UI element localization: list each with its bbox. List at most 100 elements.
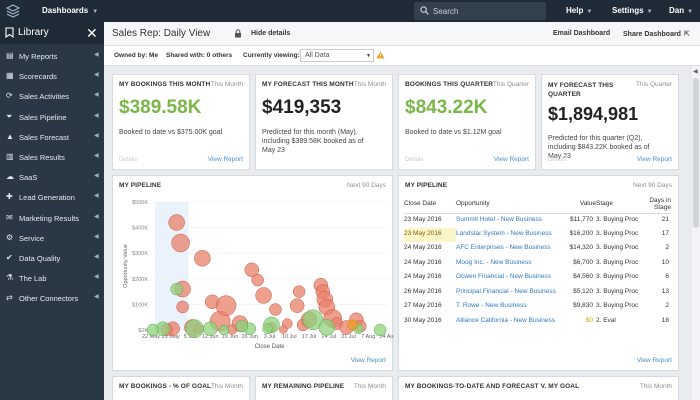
sidebar-item-label: Data Quality — [19, 254, 61, 263]
table-cell-days: 13 — [661, 287, 669, 295]
x-tick-label: 14 Aug — [379, 334, 394, 340]
x-tick-label: 19 Jun — [222, 334, 239, 340]
table-cell-opp[interactable]: Landstar System - New Business — [456, 229, 552, 237]
sidebar-item[interactable]: ✚ Lead Generation ◀ — [0, 187, 104, 207]
sidebar-item[interactable]: ⚗ The Lab ◀ — [0, 268, 104, 288]
view-report-link[interactable]: View Report — [636, 156, 672, 163]
service-icon: ⚙ — [6, 232, 14, 242]
table-cell-stage: 3. Buying Proc — [596, 273, 639, 280]
scatter-point — [235, 319, 249, 333]
sidebar-item[interactable]: ▦ Scorecards ◀ — [0, 66, 104, 86]
widget-title: MY BOOKINGS THIS MONTH — [119, 81, 211, 88]
table-cell-opp[interactable]: Ocwen Financial - New Business — [456, 273, 552, 280]
app-logo-icon[interactable] — [6, 4, 20, 18]
details-link[interactable]: Details — [119, 157, 138, 163]
widget-period: This Month — [210, 383, 243, 390]
sidebar-item[interactable]: ⇄ Other Connectors ◀ — [0, 288, 104, 308]
bookmark-icon — [5, 27, 14, 38]
kpi-value: $389.58K — [119, 97, 202, 118]
table-cell-date: 23 May 2016 — [404, 215, 442, 223]
page-scrollbar[interactable]: ◀ — [692, 66, 700, 400]
table-row[interactable]: 23 May 2016 Summit Hotel - New Business $1… — [404, 213, 671, 228]
column-header[interactable]: Stage — [596, 195, 646, 214]
scatter-point — [279, 325, 288, 334]
scrollbar-thumb[interactable] — [693, 78, 699, 228]
kpi-description: Booked to date vs $1.12M goal — [405, 129, 502, 136]
view-report-link[interactable]: View Report — [350, 357, 386, 364]
share-dashboard-button[interactable]: Share Dashboard ⇱ — [623, 30, 690, 38]
table-cell-date: 24 May 2016 — [404, 273, 442, 280]
currently-viewing-select[interactable]: All Data ▼ — [300, 49, 374, 62]
sidebar-item[interactable]: ▲ Sales Forecast ◀ — [0, 127, 104, 147]
y-tick-label: $200K — [132, 277, 148, 283]
column-header[interactable]: Value — [564, 195, 596, 214]
details-link[interactable]: Details — [548, 157, 567, 163]
scatter-point — [292, 285, 306, 298]
widget-title: BOOKINGS THIS QUARTER — [405, 81, 494, 88]
scatter-point — [347, 319, 358, 331]
sidebar-item[interactable]: ☁ SaaS ◀ — [0, 167, 104, 187]
widget-period: This Month — [639, 383, 672, 390]
view-report-link[interactable]: View Report — [636, 357, 672, 364]
details-link[interactable]: Details — [405, 157, 424, 163]
remaining-pipeline-widget: MY REMAINING PIPELINE This Month — [255, 376, 393, 400]
view-report-link[interactable]: View Report — [207, 156, 243, 163]
table-cell-opp[interactable]: Moog Inc. - New Business — [456, 258, 532, 266]
title-line: MY FORECAST THIS — [548, 82, 614, 89]
cloud-icon: ☁ — [6, 172, 14, 182]
scatter-point — [215, 295, 237, 316]
table-row[interactable]: 23 May 2016 Landstar System - New Busines… — [404, 227, 671, 242]
user-menu[interactable]: Dan ▼ — [669, 6, 693, 15]
table-row[interactable]: 26 May 2016 Principal Financial - New Bus… — [404, 286, 671, 301]
table-row[interactable]: 30 May 2016 Alliance California - New Bus… — [404, 315, 671, 330]
column-header[interactable]: Close Date — [404, 195, 456, 214]
table-cell-opp[interactable]: Alliance California - New Business — [456, 316, 555, 324]
x-tick-label: 24 Jul — [321, 334, 336, 340]
scatter-point — [194, 250, 211, 267]
column-header[interactable]: Days in Stage — [646, 195, 671, 214]
sidebar-item[interactable]: ⏷ Sales Pipeline ◀ — [0, 107, 104, 127]
chevron-left-icon: ◀ — [94, 193, 99, 200]
x-tick-label: 7 Aug — [361, 334, 375, 340]
table-row[interactable]: 24 May 2016 Moog Inc. - New Business $6,70… — [404, 257, 671, 272]
sidebar-item[interactable]: ⟳ Sales Activities ◀ — [0, 86, 104, 106]
hide-details-button[interactable]: Hide details — [251, 30, 291, 37]
table-cell-date: 30 May 2016 — [404, 316, 442, 324]
view-report-link[interactable]: View Report — [493, 156, 529, 163]
scatter-point — [269, 303, 282, 316]
sidebar-item-label: Sales Activities — [19, 92, 70, 102]
table-cell-opp[interactable]: Principal Financial - New Business — [456, 287, 556, 295]
table-cell-opp[interactable]: AFC Enterprises - New Business — [456, 244, 551, 251]
table-cell-opp[interactable]: T. Rowe - New Business — [456, 302, 527, 309]
dashboards-menu[interactable]: Dashboards ▼ — [42, 6, 98, 15]
table-cell-opp[interactable]: Summit Hotel - New Business — [456, 215, 542, 223]
table-cell-value: $11,770 — [569, 215, 593, 223]
table-cell-value: $16,200 — [569, 229, 594, 237]
sidebar-item[interactable]: ▥ Sales Results ◀ — [0, 147, 104, 167]
shared-with-filter[interactable]: Shared with: 0 others — [166, 52, 233, 59]
scroll-up-icon[interactable]: ◀ — [693, 69, 698, 75]
warning-icon[interactable] — [376, 51, 385, 59]
library-sidebar: Library ✕ ▤ My Reports ◀ ▦ Scorecards ◀ ⟳ Sales… — [0, 22, 104, 400]
top-bar: Dashboards ▼ Search Help ▼ Settings ▼ Dan ▼ — [0, 0, 700, 22]
sidebar-item[interactable]: ✔ Data Quality ◀ — [0, 248, 104, 268]
table-row[interactable]: 24 May 2016 AFC Enterprises - New Busines… — [404, 242, 671, 257]
settings-menu[interactable]: Settings ▼ — [612, 6, 653, 15]
sidebar-item[interactable]: ▤ My Reports ◀ — [0, 46, 104, 66]
close-icon[interactable]: ✕ — [86, 25, 98, 41]
help-menu[interactable]: Help ▼ — [566, 6, 592, 15]
owned-by-filter[interactable]: Owned by: Me — [114, 52, 159, 59]
currently-viewing-value: All Data — [305, 52, 330, 59]
column-header[interactable]: Opportunity — [456, 195, 564, 214]
chevron-left-icon: ◀ — [94, 132, 99, 139]
sidebar-item[interactable]: ✉ Marketing Results ◀ — [0, 208, 104, 228]
email-dashboard-button[interactable]: Email Dashboard — [553, 30, 611, 37]
search-input[interactable]: Search — [414, 2, 546, 20]
table-row[interactable]: 24 May 2016 Ocwen Financial - New Busines… — [404, 271, 671, 286]
y-tick-label: $300K — [132, 251, 148, 257]
sidebar-item[interactable]: ⚙ Service ◀ — [0, 228, 104, 248]
search-placeholder: Search — [433, 7, 459, 16]
table-cell-value: $14,320 — [569, 244, 594, 251]
table-row[interactable]: 27 May 2016 T. Rowe - New Business $9,830 3… — [404, 300, 671, 315]
widget-title: MY BOOKINGS-TO-DATE AND FORECAST V. MY G… — [405, 383, 580, 390]
